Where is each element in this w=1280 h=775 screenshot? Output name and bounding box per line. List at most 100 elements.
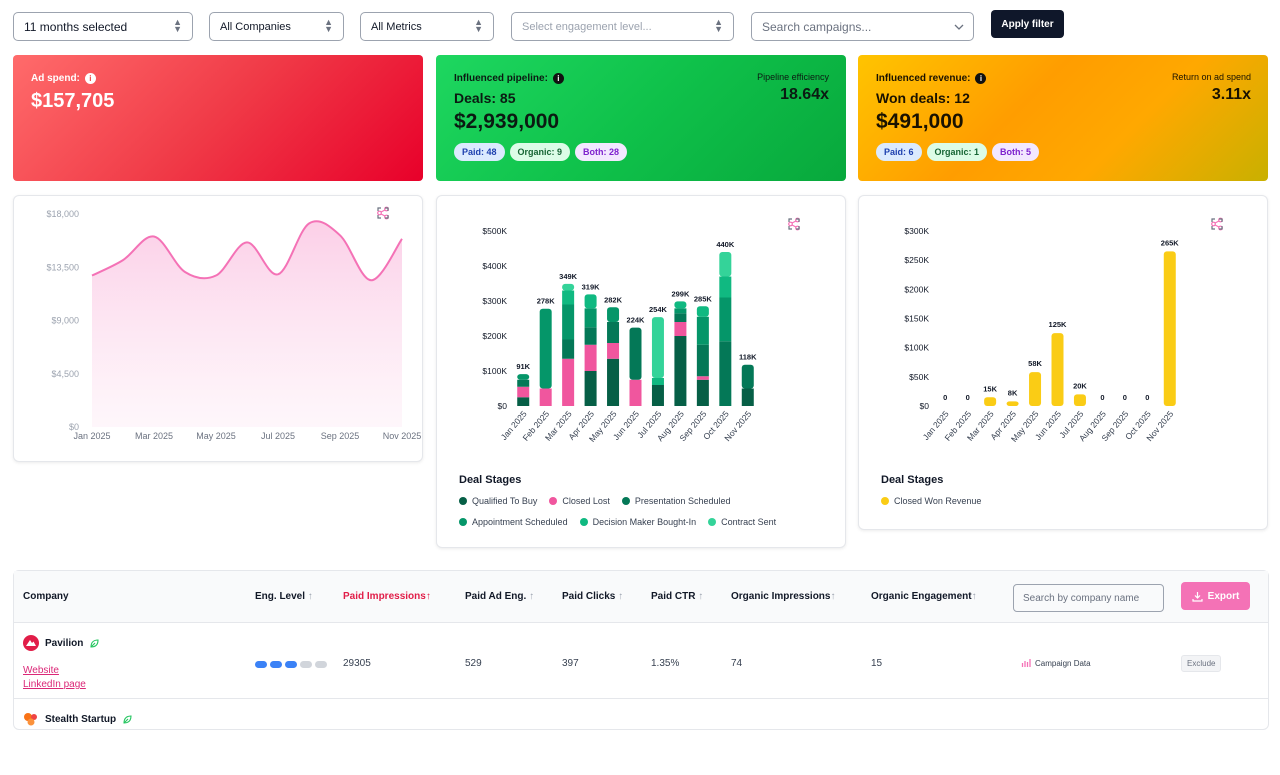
bar-value-label: 20K: [1073, 381, 1087, 390]
bar: [1029, 372, 1041, 406]
legend-dot: [622, 497, 630, 505]
roas-value: 3.11x: [1172, 86, 1251, 104]
y-tick-label: $0: [920, 401, 930, 411]
table-row[interactable]: Pavilion Website LinkedIn page 29305 529…: [14, 623, 1268, 699]
bar-segment: [517, 380, 529, 387]
leaf-icon: [89, 638, 100, 649]
bar-total-label: 319K: [582, 282, 601, 291]
info-icon[interactable]: i: [85, 73, 96, 84]
bar-total-label: 118K: [739, 353, 757, 362]
company-logo: [23, 635, 39, 651]
y-tick-label: $18,000: [46, 209, 79, 219]
bar-value-label: 0: [1145, 393, 1149, 402]
header-eng-level[interactable]: Eng. Level ↑: [255, 591, 313, 602]
header-paid-clicks[interactable]: Paid Clicks ↑: [562, 591, 623, 602]
info-icon[interactable]: i: [553, 73, 564, 84]
bar-total-label: 349K: [559, 272, 578, 281]
bar-segment: [630, 328, 642, 380]
bar-segment: [607, 359, 619, 406]
bar-segment: [674, 308, 686, 313]
legend-item[interactable]: Presentation Scheduled: [622, 496, 731, 506]
bar-segment: [719, 341, 731, 406]
info-icon[interactable]: i: [975, 73, 986, 84]
campaign-search[interactable]: Search campaigns...: [751, 12, 974, 41]
bar-segment: [697, 380, 709, 406]
bar-segment: [517, 374, 529, 380]
export-button[interactable]: Export: [1181, 582, 1250, 610]
apply-filter-button[interactable]: Apply filter: [991, 10, 1064, 38]
bar-segment: [517, 397, 529, 406]
metrics-select[interactable]: All Metrics ▲▼: [360, 12, 494, 41]
bar-segment: [562, 359, 574, 406]
export-label: Export: [1208, 591, 1240, 602]
ad-spend-card: Ad spend:i $157,705: [13, 55, 423, 181]
company-name[interactable]: Pavilion: [45, 638, 83, 649]
campaign-data-label: Campaign Data: [1035, 659, 1091, 668]
expand-icon[interactable]: [1210, 217, 1224, 231]
both-pill: Both: 28: [575, 143, 627, 161]
header-company[interactable]: Company: [23, 591, 69, 602]
bar-chart-icon: [1021, 658, 1031, 668]
header-paid-ad-eng-label: Paid Ad Eng.: [465, 591, 526, 602]
bar-segment: [719, 298, 731, 342]
legend-item[interactable]: Decision Maker Bought-In: [580, 517, 697, 527]
bar-segment: [562, 291, 574, 305]
company-search-input[interactable]: Search by company name: [1013, 584, 1164, 612]
exclude-button[interactable]: Exclude: [1181, 655, 1221, 672]
expand-icon[interactable]: [376, 206, 390, 220]
roas-label: Return on ad spend: [1172, 72, 1251, 82]
header-eng-level-label: Eng. Level: [255, 591, 305, 602]
bar: [1074, 394, 1086, 406]
header-paid-impressions[interactable]: Paid Impressions↑: [343, 591, 431, 602]
legend-dot: [580, 518, 588, 526]
bar-segment: [607, 343, 619, 359]
engagement-select[interactable]: Select engagement level... ▲▼: [511, 12, 734, 41]
legend-item[interactable]: Appointment Scheduled: [459, 517, 568, 527]
bar-value-label: 0: [1123, 393, 1127, 402]
legend-item[interactable]: Closed Won Revenue: [881, 496, 981, 506]
sort-arrow-icon: ↑: [972, 591, 977, 602]
bar-total-label: 285K: [694, 294, 713, 303]
y-tick-label: $4,500: [51, 369, 79, 379]
companies-select[interactable]: All Companies ▲▼: [209, 12, 344, 41]
legend-item[interactable]: Contract Sent: [708, 517, 776, 527]
legend-item[interactable]: Qualified To Buy: [459, 496, 537, 506]
legend-title: Deal Stages: [881, 474, 1241, 486]
header-paid-ad-eng[interactable]: Paid Ad Eng. ↑: [465, 591, 534, 602]
paid-clicks-cell: 397: [562, 658, 579, 669]
bar-value-label: 8K: [1008, 388, 1018, 397]
header-organic-engagement[interactable]: Organic Engagement↑: [871, 591, 977, 602]
company-name[interactable]: Stealth Startup: [45, 714, 116, 725]
organic-pill: Organic: 1: [927, 143, 988, 161]
organic-impressions-cell: 74: [731, 658, 742, 669]
x-tick-label: Mar 2025: [135, 431, 173, 441]
legend-item[interactable]: Closed Lost: [549, 496, 610, 506]
campaign-data-link[interactable]: Campaign Data: [1021, 658, 1091, 668]
website-link[interactable]: Website: [23, 665, 59, 676]
legend-label: Closed Lost: [562, 496, 610, 506]
period-select[interactable]: 11 months selected ▲▼: [13, 12, 193, 41]
header-paid-ctr[interactable]: Paid CTR ↑: [651, 591, 703, 602]
table-row[interactable]: Stealth Startup: [14, 699, 1268, 775]
paid-ctr-cell: 1.35%: [651, 658, 679, 669]
pipeline-value: $2,939,000: [454, 110, 828, 134]
table-header: Company Eng. Level ↑ Paid Impressions↑ P…: [14, 571, 1268, 623]
x-tick-label: Sep 2025: [321, 431, 360, 441]
y-tick-label: $200K: [482, 331, 507, 341]
bar-segment: [697, 306, 709, 317]
bar-segment: [674, 313, 686, 322]
paid-ad-eng-cell: 529: [465, 658, 482, 669]
header-organic-impressions[interactable]: Organic Impressions↑: [731, 591, 835, 602]
bar: [1164, 251, 1176, 406]
x-tick-label: Jul 2025: [261, 431, 295, 441]
expand-icon[interactable]: [787, 217, 801, 231]
linkedin-link[interactable]: LinkedIn page: [23, 679, 86, 690]
sort-arrow-icon: ↑: [426, 591, 431, 602]
bar-segment: [652, 385, 664, 406]
engagement-dot: [315, 661, 327, 668]
filter-bar: 11 months selected ▲▼ All Companies ▲▼ A…: [13, 10, 1267, 42]
x-tick-label: Jan 2025: [73, 431, 110, 441]
